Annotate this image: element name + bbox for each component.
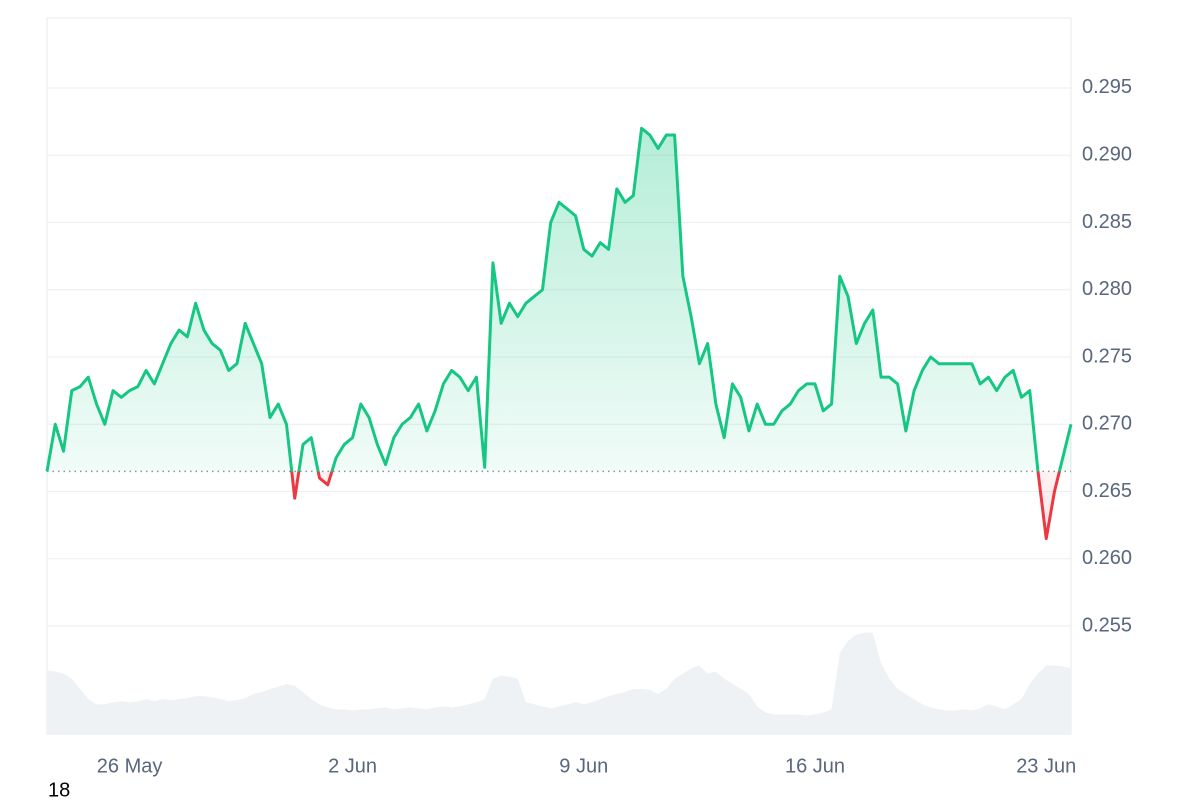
x-tick-label: 16 Jun: [785, 755, 845, 777]
price-line: [45, 126, 1073, 541]
x-tick-label: 9 Jun: [559, 755, 608, 777]
y-tick-label: 0.295: [1082, 76, 1132, 98]
y-tick-label: 0.285: [1082, 211, 1132, 233]
y-tick-label: 0.255: [1082, 614, 1132, 636]
x-tick-label: 26 May: [97, 755, 163, 777]
y-tick-label: 0.270: [1082, 413, 1132, 435]
y-tick-label: 0.265: [1082, 480, 1132, 502]
corner-label: 18: [48, 779, 70, 800]
y-tick-label: 0.280: [1082, 278, 1132, 300]
y-tick-label: 0.260: [1082, 547, 1132, 569]
y-tick-label: 0.290: [1082, 143, 1132, 165]
price-area: [47, 128, 1071, 539]
x-tick-label: 2 Jun: [328, 755, 377, 777]
x-tick-label: 23 Jun: [1016, 755, 1076, 777]
volume-area: [47, 632, 1071, 735]
y-tick-label: 0.275: [1082, 345, 1132, 367]
